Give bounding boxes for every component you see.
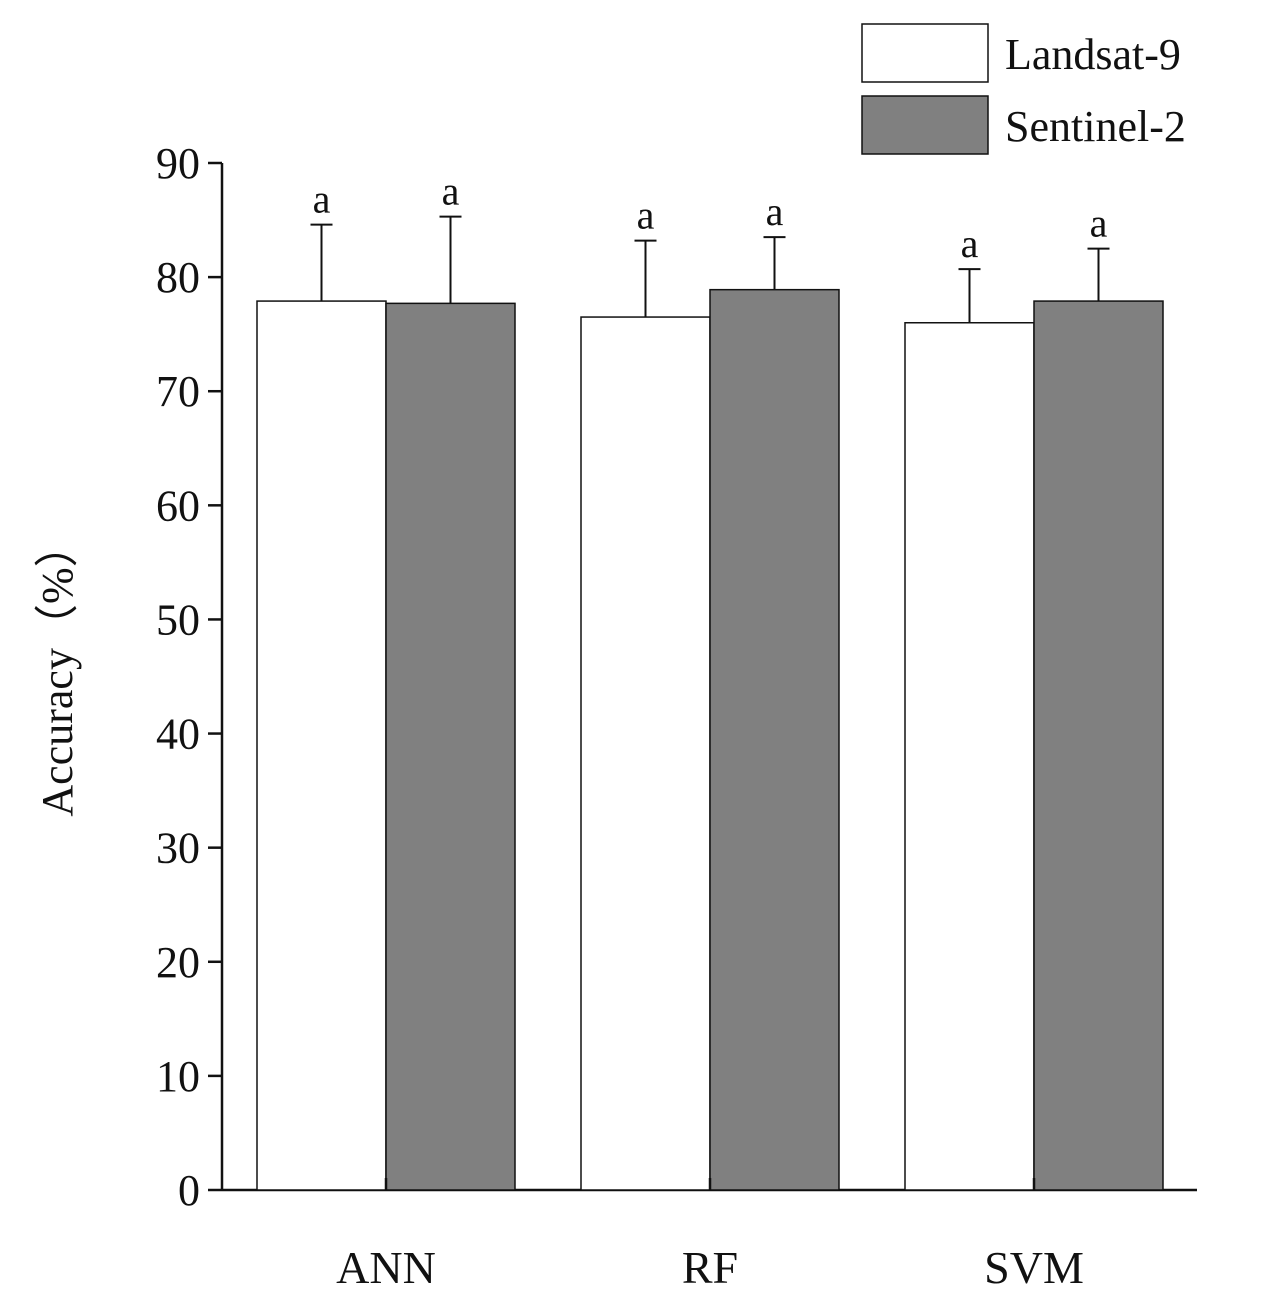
bar-rf-sentinel-2 — [709, 288, 840, 1191]
significance-letter: a — [637, 193, 655, 238]
legend: Landsat-9 Sentinel-2 — [861, 23, 1186, 155]
significance-letter: a — [961, 221, 979, 266]
significance-letter: a — [766, 189, 784, 234]
significance-letter: a — [1090, 201, 1108, 246]
y-tick-label: 70 — [156, 367, 200, 416]
x-category-label: RF — [682, 1242, 738, 1293]
legend-swatch-sentinel-2 — [861, 95, 989, 155]
bar-ann-sentinel-2 — [385, 302, 516, 1191]
bar-ann-landsat-9 — [256, 300, 387, 1191]
x-category-label: ANN — [336, 1242, 436, 1293]
y-tick-label: 50 — [156, 595, 200, 644]
y-tick-label: 60 — [156, 481, 200, 530]
y-ticks: 0 10 20 30 40 50 60 70 80 90 — [156, 139, 222, 1215]
y-axis-title: Accuracy（%） — [33, 523, 82, 816]
y-tick-label: 30 — [156, 824, 200, 873]
x-category-labels: ANN RF SVM — [336, 1178, 1084, 1293]
bar-rf-landsat-9 — [580, 316, 711, 1191]
legend-swatch-landsat-9 — [861, 23, 989, 83]
legend-label: Landsat-9 — [1005, 30, 1181, 79]
significance-letter: a — [313, 177, 331, 222]
significance-letter: a — [442, 169, 460, 214]
significance-labels: a a a a a a — [313, 169, 1108, 266]
bar-svm-sentinel-2 — [1033, 300, 1164, 1191]
error-bars — [310, 215, 1110, 323]
bars — [256, 288, 1164, 1191]
legend-label: Sentinel-2 — [1005, 102, 1186, 151]
y-tick-label: 80 — [156, 253, 200, 302]
x-category-label: SVM — [984, 1242, 1084, 1293]
y-tick-label: 0 — [178, 1166, 200, 1215]
y-tick-label: 10 — [156, 1052, 200, 1101]
y-tick-label: 90 — [156, 139, 200, 188]
y-tick-label: 20 — [156, 938, 200, 987]
y-tick-label: 40 — [156, 710, 200, 759]
bar-svm-landsat-9 — [904, 322, 1035, 1191]
